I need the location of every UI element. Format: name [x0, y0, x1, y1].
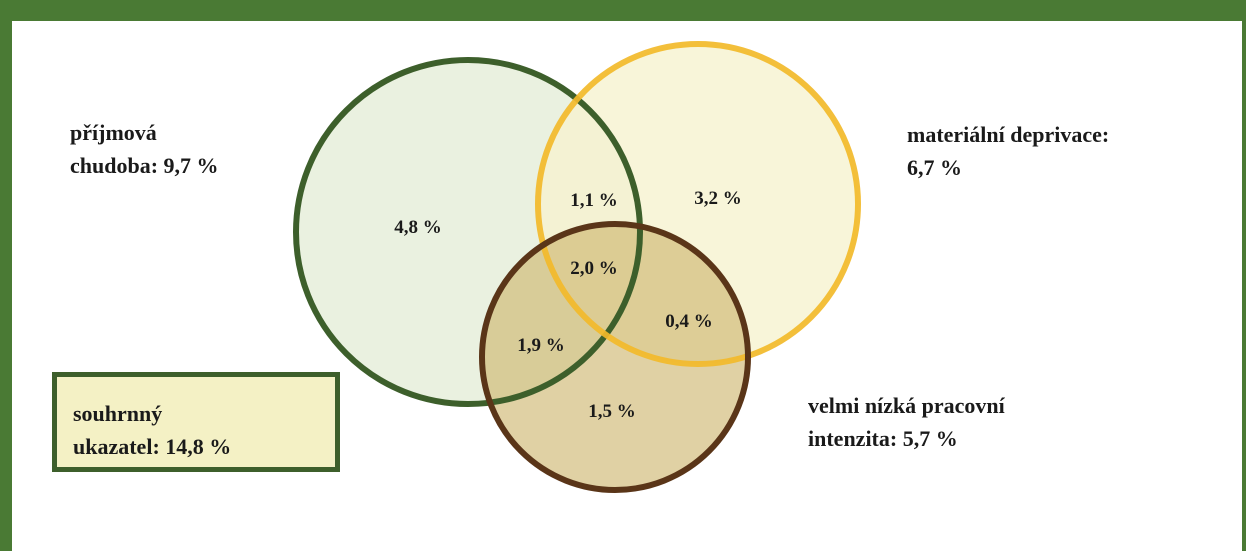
frame-right-border [1242, 0, 1246, 551]
material-deprivation-label-line1: materiální deprivace: [907, 122, 1110, 147]
segment-all-three: 2,0 % [570, 258, 618, 279]
work-intensity-label: velmi nízká pracovní intenzita: 5,7 % [808, 389, 1005, 455]
segment-work-only: 1,5 % [588, 401, 636, 422]
work-intensity-label-line1: velmi nízká pracovní [808, 393, 1005, 418]
segment-income-work: 1,9 % [517, 335, 565, 356]
income-poverty-label: příjmová chudoba: 9,7 % [70, 116, 219, 182]
frame-top-border [0, 0, 1246, 21]
material-deprivation-outline [535, 41, 861, 367]
frame-left-border [0, 0, 12, 551]
summary-label-line1: souhrnný [73, 401, 163, 426]
material-deprivation-label: materiální deprivace: 6,7 % [907, 118, 1109, 184]
segment-material-work: 0,4 % [665, 311, 713, 332]
income-poverty-label-line1: příjmová [70, 120, 157, 145]
summary-indicator-box: souhrnný ukazatel: 14,8 % [52, 372, 340, 472]
income-poverty-label-line2: chudoba: 9,7 % [70, 153, 219, 178]
segment-material-only: 3,2 % [694, 188, 742, 209]
work-intensity-circle [482, 224, 748, 490]
segment-income-only: 4,8 % [394, 217, 442, 238]
segment-income-material: 1,1 % [570, 190, 618, 211]
work-intensity-outline [479, 221, 751, 493]
material-deprivation-label-line2: 6,7 % [907, 155, 962, 180]
summary-label: souhrnný ukazatel: 14,8 % [73, 397, 321, 463]
income-poverty-outline [293, 57, 643, 407]
summary-label-line2: ukazatel: 14,8 % [73, 434, 232, 459]
work-intensity-label-line2: intenzita: 5,7 % [808, 426, 958, 451]
